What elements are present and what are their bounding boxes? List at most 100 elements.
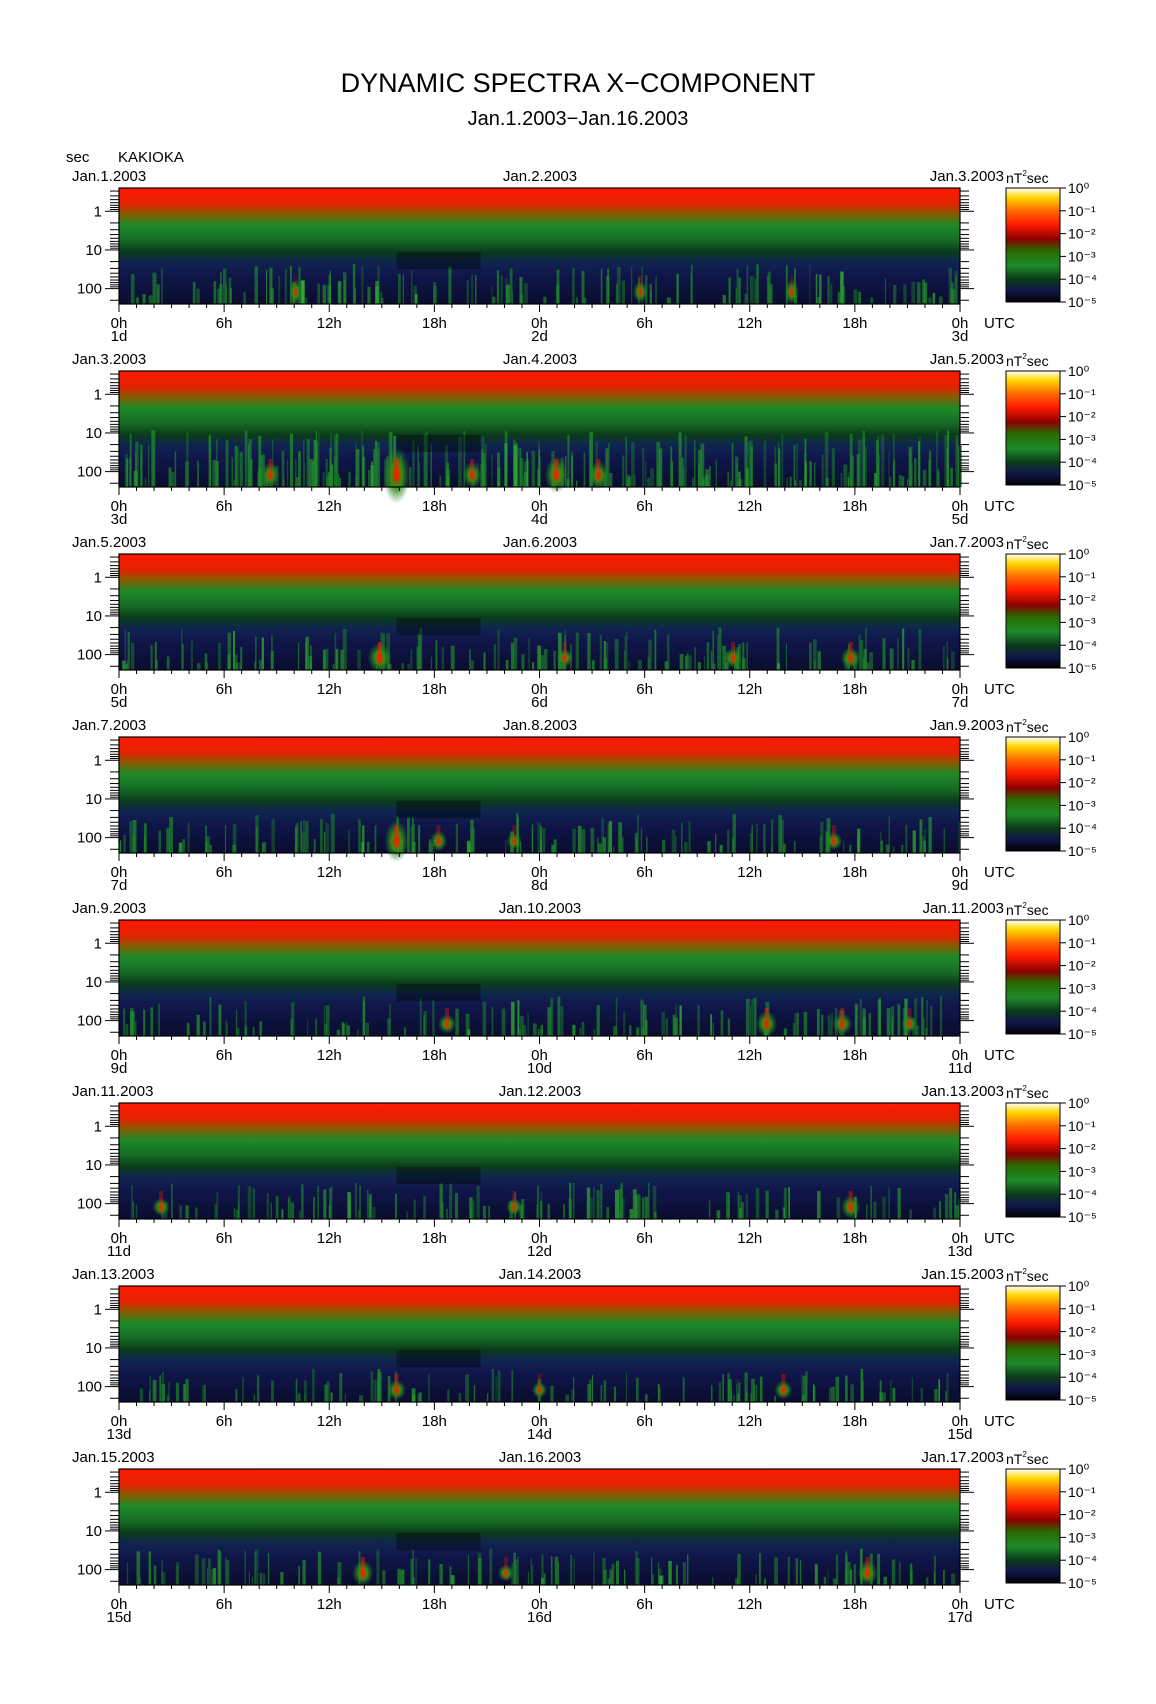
panel-mid-date: Jan.10.2003 (499, 900, 582, 917)
activity-streak (753, 997, 757, 1036)
power-event (387, 1379, 406, 1401)
spectrogram-panel: Jan.5.2003 Jan.6.2003 Jan.7.2003 nT2sec 1 10 1… (72, 534, 1097, 711)
activity-streak (262, 842, 267, 853)
activity-streak (555, 284, 560, 304)
activity-streak (413, 824, 415, 853)
power-event-core (512, 1191, 517, 1213)
activity-streak (908, 479, 912, 487)
activity-streak (132, 1201, 135, 1219)
activity-streak (902, 628, 905, 670)
x-tick-label: 12h (737, 681, 762, 698)
activity-streak (738, 471, 741, 487)
activity-streak (465, 1374, 469, 1402)
activity-streak (329, 447, 332, 487)
colorbar-tick-label: 10⁻² (1068, 775, 1096, 791)
activity-streak (458, 436, 462, 487)
spectrogram-panel: Jan.7.2003 Jan.8.2003 Jan.9.2003 nT2sec 1 10 1… (72, 717, 1097, 894)
activity-streak (619, 1188, 622, 1219)
activity-streak (671, 829, 676, 853)
y-tick-label: 100 (77, 464, 102, 481)
activity-streak (930, 1006, 933, 1036)
activity-streak (249, 459, 253, 487)
spectrogram-panel: Jan.1.2003 Jan.2.2003 Jan.3.2003 nT2sec 1 10 1… (72, 168, 1097, 345)
activity-streak (892, 462, 895, 487)
activity-streak (244, 1550, 246, 1585)
activity-streak (727, 1379, 732, 1402)
activity-streak (423, 434, 427, 487)
activity-streak (877, 1577, 880, 1585)
activity-streak (955, 1205, 960, 1219)
spectrum-background (119, 1469, 960, 1585)
activity-streak (470, 660, 474, 670)
activity-streak (865, 628, 867, 670)
activity-streak (374, 825, 377, 853)
activity-streak (143, 1009, 146, 1036)
activity-streak (373, 1379, 377, 1402)
activity-streak (239, 452, 243, 487)
x-tick-label: 0h (952, 1047, 969, 1064)
day-label: 3d (952, 328, 969, 345)
activity-streak (338, 474, 340, 487)
activity-streak (162, 1371, 164, 1402)
y-tick-label: 10 (85, 425, 102, 442)
activity-streak (898, 1562, 901, 1585)
x-tick-label: 0h (531, 681, 548, 698)
quiet-band (396, 1166, 481, 1185)
colorbar-unit-label: nT2sec (1006, 718, 1049, 735)
activity-streak (161, 1572, 166, 1585)
x-tick-label: 6h (216, 315, 233, 332)
activity-streak (629, 1209, 634, 1219)
colorbar-tick-label: 10⁻³ (1068, 614, 1096, 630)
activity-streak (491, 1006, 494, 1036)
activity-streak (125, 663, 128, 670)
activity-streak (780, 820, 784, 853)
activity-streak (794, 480, 797, 487)
activity-streak (212, 460, 217, 487)
activity-streak (590, 1197, 593, 1219)
activity-streak (618, 1211, 623, 1219)
activity-streak (879, 1380, 882, 1402)
activity-streak (287, 459, 289, 487)
activity-streak (263, 1573, 266, 1585)
activity-streak (337, 281, 342, 304)
activity-streak (283, 478, 285, 487)
activity-streak (326, 1381, 330, 1402)
activity-streak (129, 821, 133, 853)
activity-streak (655, 276, 657, 304)
spectrogram-panel: Jan.9.2003 Jan.10.2003 Jan.11.2003 nT2sec11… (72, 900, 1097, 1077)
activity-streak (606, 275, 610, 304)
activity-streak (449, 1183, 453, 1219)
activity-streak (590, 827, 595, 853)
day-label: 1d (111, 328, 128, 345)
activity-streak (712, 1577, 714, 1585)
activity-streak (573, 1377, 575, 1402)
x-tick-label: 0h (531, 1596, 548, 1613)
activity-streak (628, 661, 630, 670)
activity-streak (820, 821, 824, 853)
activity-streak (215, 439, 218, 487)
activity-streak (187, 822, 190, 853)
activity-streak (875, 440, 879, 487)
activity-streak (142, 294, 146, 304)
activity-streak (362, 456, 366, 487)
activity-streak (863, 648, 867, 670)
activity-streak (328, 1205, 331, 1219)
activity-streak (367, 286, 371, 304)
activity-streak (130, 274, 135, 304)
activity-streak (290, 1202, 295, 1219)
x-unit-label: UTC (984, 1230, 1015, 1247)
y-tick-label: 100 (77, 647, 102, 664)
x-tick-label: 6h (636, 315, 653, 332)
activity-streak (932, 292, 936, 304)
activity-streak (331, 1185, 333, 1219)
activity-streak (510, 642, 514, 670)
activity-streak (634, 832, 638, 853)
activity-streak (231, 457, 233, 487)
activity-streak (538, 1029, 540, 1036)
activity-streak (354, 288, 356, 304)
activity-streak (150, 1007, 154, 1036)
colorbar-unit-label: nT2sec (1006, 1267, 1049, 1284)
activity-streak (334, 633, 337, 670)
activity-streak (139, 1577, 142, 1585)
activity-streak (306, 439, 310, 487)
